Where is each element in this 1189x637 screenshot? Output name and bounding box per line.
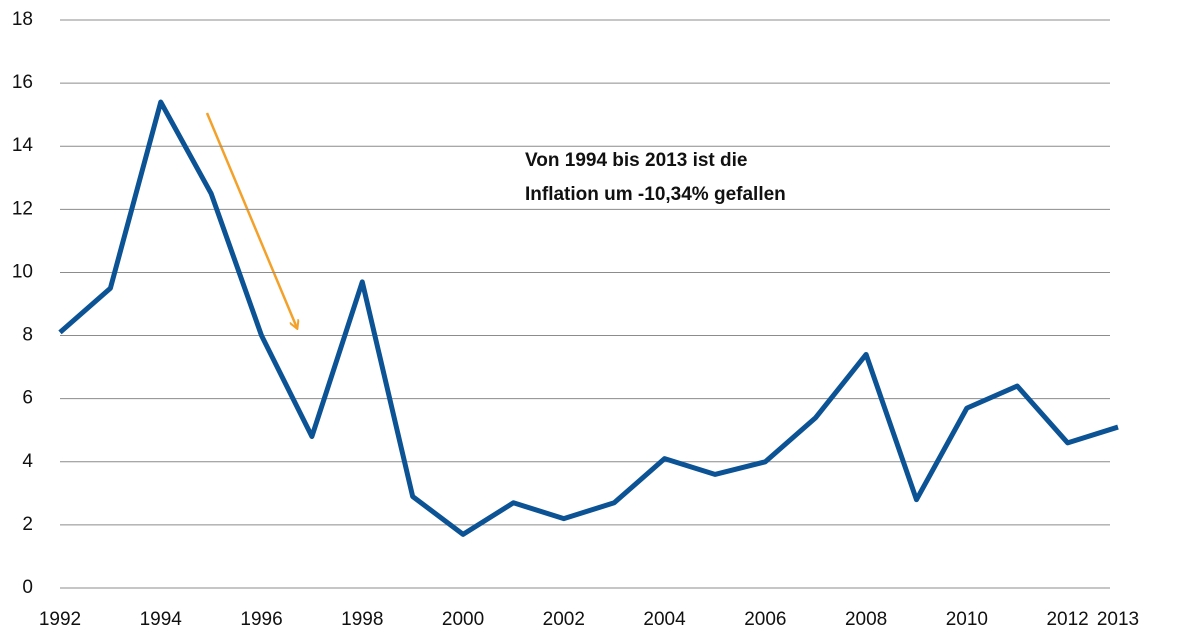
x-tick-label: 1992: [39, 609, 81, 630]
x-tick-label: 2012: [1046, 609, 1088, 630]
y-tick-label: 14: [12, 135, 34, 156]
x-tick-label: 2004: [643, 609, 686, 630]
x-tick-label: 2002: [543, 609, 585, 630]
x-tick-label: 2008: [845, 609, 887, 630]
y-tick-label: 6: [22, 388, 33, 409]
x-tick-label: 2010: [946, 609, 988, 630]
y-tick-label: 16: [12, 72, 33, 93]
y-tick-label: 8: [22, 325, 33, 346]
annotation: Von 1994 bis 2013 ist die: [525, 150, 747, 171]
y-tick-label: 0: [22, 577, 33, 598]
x-tick-label: 2013: [1097, 609, 1139, 630]
x-tick-label: 1994: [140, 609, 183, 630]
y-tick-label: 10: [12, 261, 33, 282]
y-tick-label: 2: [22, 514, 33, 535]
y-tick-label: 4: [22, 451, 33, 472]
annotation: Inflation um -10,34% gefallen: [525, 184, 786, 205]
x-tick-label: 1996: [240, 609, 282, 630]
y-tick-label: 12: [12, 198, 33, 219]
x-tick-label: 1998: [341, 609, 383, 630]
arrow: [205, 112, 297, 328]
x-tick-label: 2006: [744, 609, 786, 630]
y-tick-label: 18: [12, 9, 33, 30]
x-tick-label: 2000: [442, 609, 484, 630]
line-series: [58, 99, 1119, 537]
